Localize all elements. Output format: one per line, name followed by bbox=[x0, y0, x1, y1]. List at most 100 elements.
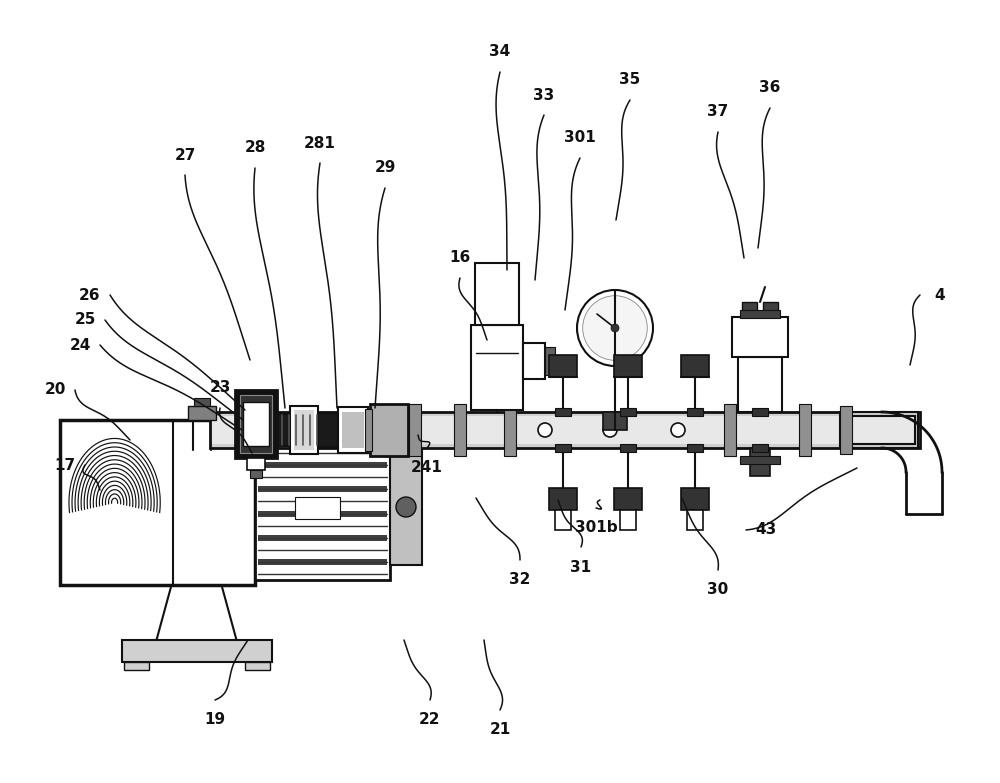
Bar bbox=[620, 408, 636, 416]
Bar bbox=[555, 444, 571, 452]
Text: 31: 31 bbox=[570, 560, 592, 575]
Bar bbox=[799, 404, 811, 456]
Bar bbox=[549, 488, 577, 510]
Text: 35: 35 bbox=[619, 73, 641, 88]
Bar bbox=[60, 420, 255, 585]
Bar bbox=[258, 559, 387, 565]
Bar bbox=[620, 444, 636, 452]
Circle shape bbox=[583, 296, 647, 360]
Bar bbox=[620, 510, 636, 530]
Bar bbox=[750, 448, 770, 476]
Bar bbox=[603, 412, 627, 430]
Circle shape bbox=[671, 423, 685, 437]
Bar bbox=[258, 438, 387, 444]
Bar bbox=[210, 412, 920, 448]
Bar bbox=[212, 416, 918, 444]
Circle shape bbox=[538, 423, 552, 437]
Bar bbox=[250, 470, 262, 478]
Bar bbox=[390, 450, 422, 565]
Bar bbox=[549, 355, 577, 377]
Bar bbox=[740, 310, 780, 318]
Bar bbox=[763, 302, 778, 317]
Bar bbox=[318, 413, 338, 447]
Text: 4: 4 bbox=[935, 287, 945, 302]
Bar bbox=[687, 408, 703, 416]
Text: 28: 28 bbox=[244, 140, 266, 156]
Text: 34: 34 bbox=[489, 45, 511, 60]
Bar bbox=[240, 395, 272, 453]
Text: 17: 17 bbox=[54, 457, 76, 472]
Bar bbox=[290, 406, 318, 454]
Bar bbox=[122, 640, 272, 662]
Bar bbox=[409, 404, 421, 456]
Bar bbox=[681, 355, 709, 377]
Bar bbox=[194, 398, 210, 406]
Bar bbox=[840, 412, 918, 448]
Bar bbox=[752, 408, 768, 416]
Bar bbox=[738, 357, 782, 412]
Bar bbox=[408, 409, 415, 451]
Circle shape bbox=[603, 423, 617, 437]
Bar bbox=[243, 402, 269, 446]
Circle shape bbox=[611, 324, 619, 332]
Text: 301: 301 bbox=[564, 131, 596, 146]
Bar bbox=[555, 510, 571, 530]
Text: 30: 30 bbox=[707, 583, 729, 597]
Text: 22: 22 bbox=[419, 713, 441, 727]
Text: 23: 23 bbox=[209, 381, 231, 395]
Bar bbox=[277, 414, 329, 446]
Bar bbox=[687, 444, 703, 452]
Bar bbox=[687, 510, 703, 530]
Bar bbox=[840, 406, 852, 454]
Bar bbox=[235, 390, 277, 458]
Bar bbox=[843, 416, 915, 444]
Text: 20: 20 bbox=[44, 383, 66, 398]
Text: 43: 43 bbox=[755, 522, 777, 537]
Bar bbox=[555, 408, 571, 416]
Bar bbox=[258, 486, 387, 493]
Bar bbox=[732, 317, 788, 357]
Bar bbox=[475, 263, 519, 325]
Bar bbox=[724, 404, 736, 456]
Bar bbox=[681, 488, 709, 510]
Text: 33: 33 bbox=[533, 88, 555, 103]
Bar bbox=[523, 343, 545, 379]
Bar bbox=[244, 662, 270, 670]
Text: 32: 32 bbox=[509, 572, 531, 587]
Bar bbox=[614, 488, 642, 510]
Bar bbox=[504, 404, 516, 456]
Bar bbox=[545, 347, 555, 375]
Text: 241: 241 bbox=[411, 460, 443, 475]
Bar bbox=[338, 407, 368, 453]
Bar bbox=[294, 410, 314, 450]
Bar bbox=[365, 409, 372, 451]
Bar bbox=[258, 462, 387, 468]
Bar bbox=[740, 456, 780, 464]
Text: 27: 27 bbox=[174, 147, 196, 163]
Text: 21: 21 bbox=[489, 723, 511, 738]
Bar bbox=[454, 404, 466, 456]
Circle shape bbox=[396, 497, 416, 517]
Text: 26: 26 bbox=[79, 287, 101, 302]
Circle shape bbox=[577, 290, 653, 366]
Bar bbox=[247, 458, 265, 470]
Bar bbox=[255, 435, 390, 580]
Text: 29: 29 bbox=[374, 161, 396, 175]
Bar bbox=[614, 355, 642, 377]
Bar bbox=[370, 404, 408, 456]
Text: 281: 281 bbox=[304, 135, 336, 150]
Bar bbox=[124, 662, 148, 670]
Text: 37: 37 bbox=[707, 104, 729, 120]
Text: 16: 16 bbox=[449, 251, 471, 265]
Text: 24: 24 bbox=[69, 337, 91, 352]
Text: 19: 19 bbox=[204, 713, 226, 727]
Bar bbox=[188, 406, 216, 420]
Text: 25: 25 bbox=[74, 312, 96, 327]
Bar bbox=[471, 325, 523, 410]
Bar bbox=[752, 444, 768, 452]
Bar bbox=[258, 511, 387, 517]
Bar bbox=[742, 302, 757, 317]
Bar bbox=[342, 412, 364, 448]
Bar bbox=[258, 535, 387, 541]
Bar bbox=[295, 497, 340, 519]
